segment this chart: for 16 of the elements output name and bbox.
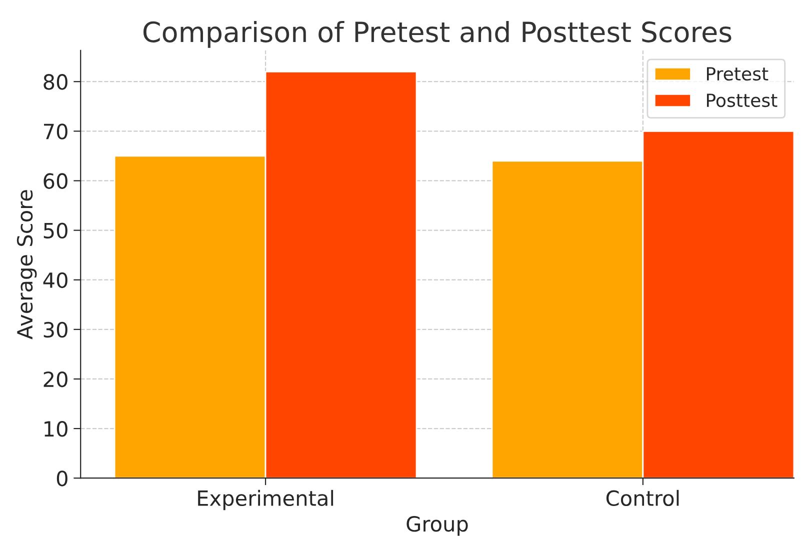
x-tick-label: Control [606, 490, 679, 506]
y-tick-label: 40 [43, 272, 68, 288]
legend-label: Pretest [706, 67, 768, 81]
y-axis-title: Average Score [16, 190, 37, 340]
y-tick-label: 0 [56, 470, 68, 486]
y-tick-label: 60 [44, 173, 68, 189]
y-tick-label: 20 [44, 371, 68, 388]
y-tick-label: 10 [44, 421, 68, 437]
x-tick-label: Experimental [198, 490, 334, 510]
chart-title: Comparison of Pretest and Posttest Scores [143, 20, 732, 48]
y-tick-label: 80 [44, 74, 68, 90]
y-tick-label: 50 [44, 222, 68, 239]
legend-label: Posttest [706, 94, 778, 108]
y-tick-label: 30 [44, 322, 68, 338]
y-tick-label: 70 [44, 124, 68, 140]
x-axis-title: Group [406, 516, 468, 536]
